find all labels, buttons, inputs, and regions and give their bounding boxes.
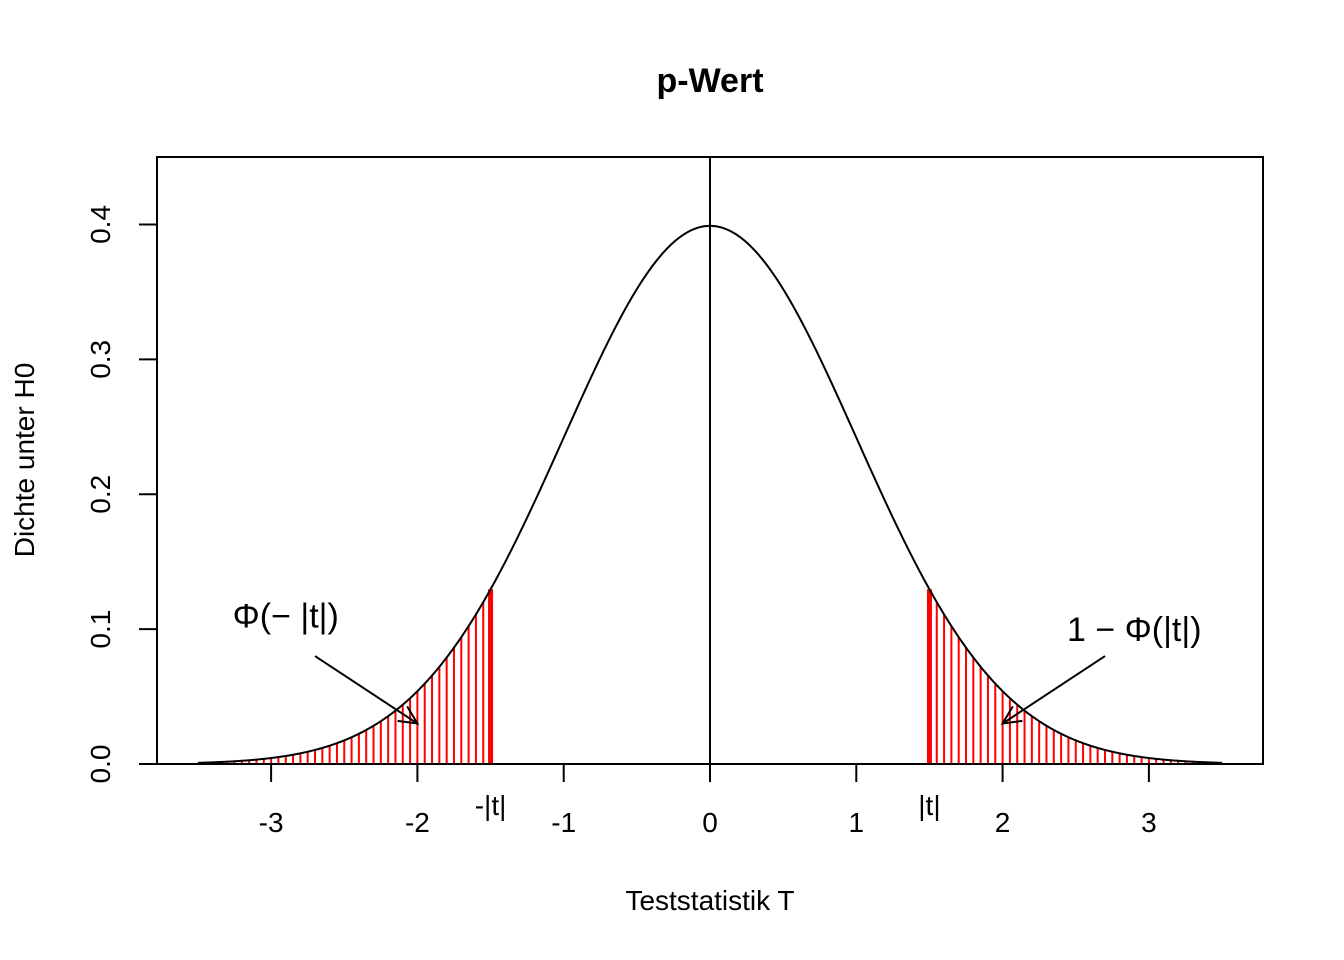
- y-tick-label: 0.1: [85, 610, 116, 649]
- x-tick-label: 2: [995, 807, 1011, 838]
- y-axis-label: Dichte unter H0: [9, 363, 40, 558]
- y-tick-label: 0.2: [85, 475, 116, 514]
- arrow-head-icon: [397, 705, 420, 725]
- x-tick-label: -2: [405, 807, 430, 838]
- y-tick-label: 0.0: [85, 745, 116, 784]
- y-axis: 0.0 0.1 0.2 0.3 0.4: [85, 205, 157, 783]
- x-tick-label: 1: [849, 807, 865, 838]
- x-axis-label: Teststatistik T: [625, 885, 794, 916]
- annotation-label: 1 − Φ(|t|): [1067, 611, 1202, 649]
- x-tick-label: 0: [702, 807, 718, 838]
- shaded-tails: [196, 589, 1224, 764]
- x-tick-label: 3: [1141, 807, 1157, 838]
- annotations: Φ(− |t|) 1 − Φ(|t|): [233, 598, 1202, 725]
- y-tick-label: 0.4: [85, 205, 116, 244]
- arrow-head-icon: [1000, 705, 1023, 725]
- x-tick-label: -3: [259, 807, 284, 838]
- x-tick-label: -1: [551, 807, 576, 838]
- neg-t-label: -|t|: [475, 790, 507, 821]
- chart-title: p-Wert: [656, 62, 763, 100]
- y-tick-label: 0.3: [85, 340, 116, 379]
- annotation-arrow: [314, 655, 418, 725]
- x-axis: -3 -2 -1 0 1 2 3: [259, 764, 1157, 838]
- pos-t-label: |t|: [918, 790, 940, 821]
- annotation-arrow: [1002, 655, 1106, 725]
- annotation-label: Φ(− |t|): [233, 598, 339, 636]
